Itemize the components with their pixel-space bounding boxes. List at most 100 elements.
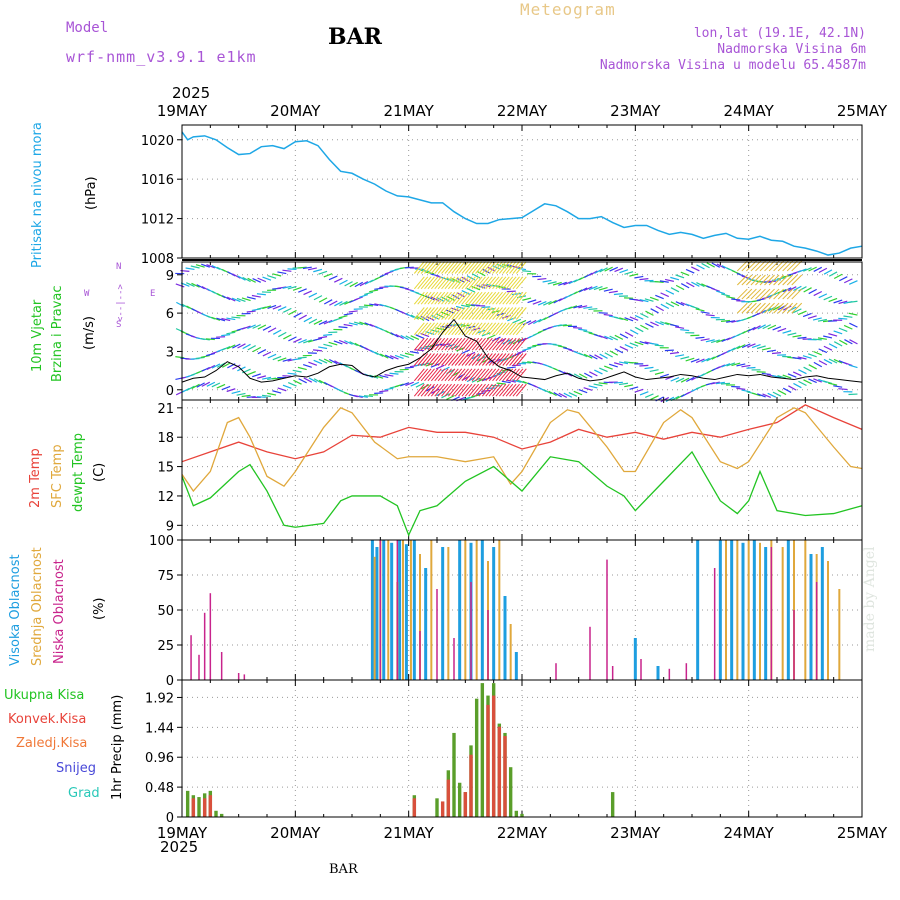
wind-arrow bbox=[756, 345, 766, 350]
wind-arrow-strong bbox=[441, 291, 452, 305]
wind-arrow-strong bbox=[746, 260, 757, 272]
wind-arrow-strong bbox=[468, 337, 480, 351]
wind-arrow bbox=[267, 392, 277, 396]
wind-arrow bbox=[828, 382, 838, 386]
wind-arrow bbox=[741, 389, 751, 393]
wind-arrow bbox=[558, 392, 568, 398]
wind-arrow-strong bbox=[481, 276, 493, 290]
cloud-low-bar bbox=[713, 568, 716, 680]
cloud-low-bar bbox=[685, 663, 688, 680]
wind-arrow bbox=[675, 284, 685, 291]
wind-arrow bbox=[287, 372, 297, 375]
wind-arrow-strong bbox=[485, 261, 497, 274]
wind-arrow bbox=[329, 358, 338, 365]
precip-conv-bar bbox=[412, 798, 417, 817]
lonlat-label: lon,lat (19.1E, 42.1N) bbox=[693, 26, 866, 41]
wind-arrow bbox=[446, 277, 455, 283]
wind-arrow bbox=[599, 267, 608, 273]
cloud-high-bar bbox=[786, 540, 790, 680]
cloud-high-bar bbox=[820, 547, 824, 680]
wind-arrow bbox=[344, 281, 353, 287]
wind-arrow-strong bbox=[444, 383, 456, 397]
cloud-high-bar bbox=[764, 547, 768, 680]
wind-arrow-strong bbox=[441, 261, 452, 274]
wind-arrow bbox=[675, 326, 685, 329]
wind-arrow bbox=[710, 339, 720, 344]
wind-arrow bbox=[537, 277, 547, 281]
precip-label-frozen: Zaledj.Kisa bbox=[16, 736, 88, 751]
wind-arrow bbox=[288, 336, 297, 342]
wind-arrow-strong bbox=[441, 276, 452, 290]
wind-arrow-strong bbox=[424, 353, 435, 366]
cloud-mid-bar bbox=[475, 540, 478, 680]
cloud-high-bar bbox=[441, 547, 445, 680]
wind-arrow bbox=[277, 387, 287, 392]
wind-arrow-strong bbox=[447, 337, 459, 351]
wind-arrow-strong bbox=[424, 307, 435, 320]
wind-arrow bbox=[308, 318, 318, 324]
wind-arrow bbox=[334, 301, 343, 307]
wind-arrow-strong bbox=[424, 261, 435, 274]
wind-arrow-strong bbox=[424, 337, 435, 351]
wind-arrow bbox=[456, 292, 466, 298]
wind-arrow bbox=[573, 289, 583, 295]
wind-arrow-strong bbox=[434, 337, 446, 351]
wind-arrow bbox=[221, 346, 231, 351]
wind-arrow bbox=[282, 269, 292, 272]
wind-arrow bbox=[828, 333, 838, 337]
wind-arrow bbox=[573, 327, 583, 329]
wind-arrow-strong bbox=[498, 353, 510, 366]
wind-arrow bbox=[277, 286, 287, 289]
cloud-high-bar bbox=[752, 540, 756, 680]
wind-arrow bbox=[511, 292, 521, 296]
wind-arrow-strong bbox=[485, 383, 497, 397]
wind-arrow-strong bbox=[444, 291, 456, 305]
wind-arrow bbox=[272, 305, 282, 310]
cloud-low-bar bbox=[396, 540, 399, 680]
wind-arrow bbox=[686, 376, 695, 383]
wind-arrow bbox=[379, 353, 389, 359]
wind-arrow-strong bbox=[417, 322, 429, 336]
wind-arrow bbox=[654, 371, 664, 375]
wind-arrow bbox=[741, 364, 751, 368]
wind-arrow bbox=[298, 378, 307, 384]
wind-arrow bbox=[256, 396, 266, 398]
cloud-mid-bar bbox=[827, 561, 829, 680]
wind-arrow bbox=[757, 324, 766, 330]
wind-arrow bbox=[787, 332, 797, 336]
wind-arrow bbox=[696, 264, 705, 270]
wind-arrow bbox=[752, 325, 761, 331]
wind-arrow-strong bbox=[437, 383, 449, 397]
wind-arrow-strong bbox=[505, 276, 517, 290]
cloud-high-bar bbox=[458, 540, 462, 680]
wind-arrow bbox=[619, 361, 629, 365]
wind-arrow bbox=[292, 369, 302, 373]
wind-arrow-strong bbox=[444, 322, 456, 336]
precip-label-conv: Konvek.Kisa bbox=[8, 712, 87, 727]
wind-arrow bbox=[353, 321, 363, 326]
precip-total-bar bbox=[197, 797, 201, 817]
wind-arrow-strong bbox=[475, 291, 486, 305]
wind-arrow bbox=[598, 382, 608, 385]
wind-arrow-strong bbox=[441, 307, 452, 320]
wind-arrow-strong bbox=[420, 383, 432, 397]
wind-arrow bbox=[400, 382, 409, 387]
wind-arrow-strong bbox=[458, 337, 469, 351]
precip-total-bar bbox=[474, 698, 479, 817]
wind-arrow-strong bbox=[471, 291, 483, 305]
wind-arrow bbox=[389, 372, 399, 375]
wind-arrow bbox=[252, 346, 262, 353]
pressure-ytick-label: 1016 bbox=[141, 173, 174, 188]
wind-arrow-strong bbox=[475, 322, 486, 336]
wind-arrow bbox=[542, 279, 552, 283]
wind-arrow-strong bbox=[434, 291, 446, 305]
date-label-top: 22MAY bbox=[497, 102, 548, 120]
wind-arrow bbox=[670, 301, 680, 307]
wind-arrow bbox=[808, 364, 817, 370]
wind-arrow-strong bbox=[475, 353, 486, 366]
cloud-mid-bar bbox=[447, 547, 450, 680]
wind-arrow bbox=[221, 362, 231, 368]
cloud-ytick-label: 0 bbox=[166, 674, 174, 689]
wind-arrow bbox=[287, 381, 297, 387]
wind-arrow-strong bbox=[420, 261, 432, 274]
